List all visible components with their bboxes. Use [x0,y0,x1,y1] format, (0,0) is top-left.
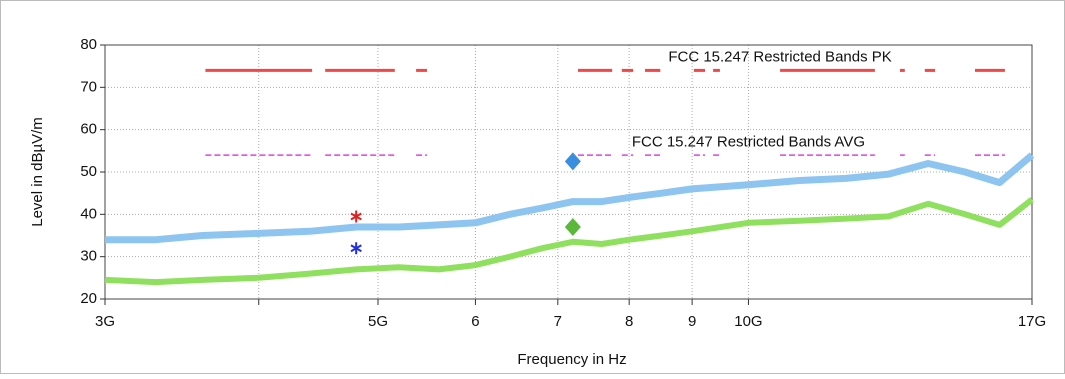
marker-star [350,242,362,255]
annotation: FCC 15.247 Restricted Bands AVG [632,133,865,150]
y-tick-label: 20 [80,290,97,307]
x-tick-label: 8 [625,313,633,330]
plot-border [104,44,1033,300]
y-axis-title: Level in dBµV/m [29,117,46,227]
y-tick-label: 50 [80,163,97,180]
marker-star [350,210,362,223]
marker-diamond [564,152,581,171]
x-tick-label: 10G [734,313,762,330]
y-tick-label: 80 [80,36,97,53]
x-tick-label: 6 [471,313,479,330]
x-tick-label: 3G [95,313,115,330]
x-tick-label: 17G [1018,313,1046,330]
x-axis-title: Frequency in Hz [517,351,626,368]
x-tick-label: 7 [554,313,562,330]
y-tick-label: 70 [80,78,97,95]
y-tick-label: 40 [80,205,97,222]
y-tick-label: 60 [80,121,97,138]
series-line [105,152,1035,244]
series-line [104,197,1034,286]
annotation: FCC 15.247 Restricted Bands PK [668,49,891,66]
x-tick-label: 5G [368,313,388,330]
y-tick-label: 30 [80,248,97,265]
x-tick-label: 9 [688,313,696,330]
marker-diamond [564,218,581,237]
